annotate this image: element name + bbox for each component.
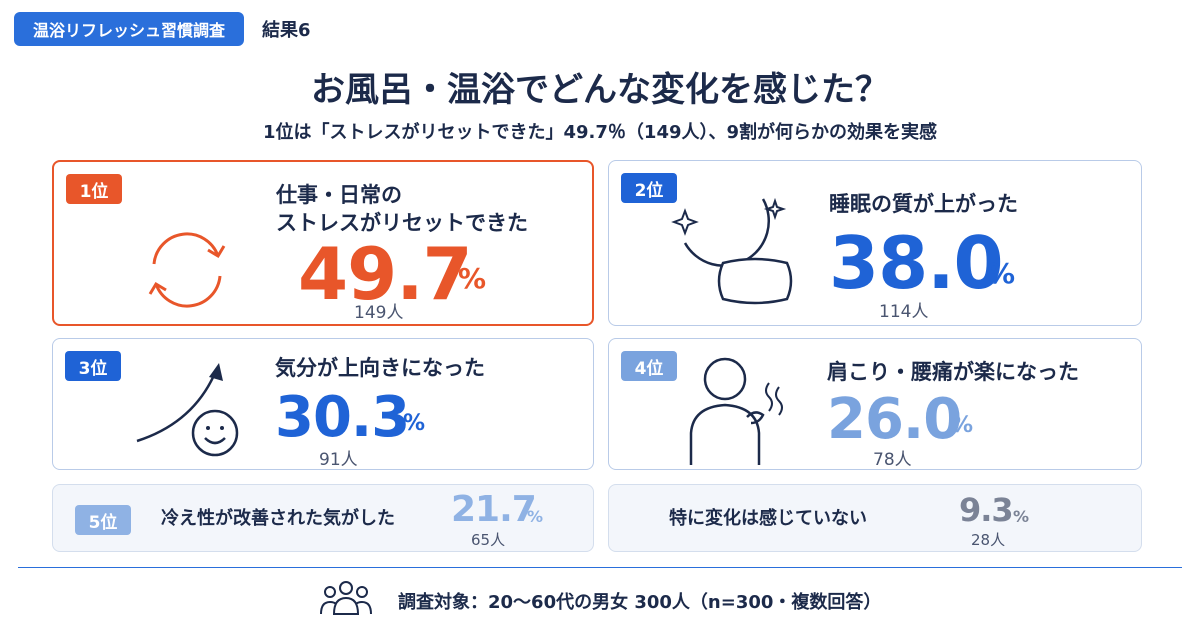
result-percent-sign: % <box>987 257 1016 290</box>
result-value: 9.3 <box>959 491 1014 529</box>
result-count: 114人 <box>879 302 929 322</box>
refresh-cycle-icon <box>148 232 226 308</box>
result-card-no-change: 特に変化は感じていない 9.3 % 28人 <box>608 484 1142 552</box>
result-label-line1: 肩こり・腰痛が楽になった <box>827 360 1079 384</box>
result-value: 38.0 <box>829 221 1004 305</box>
survey-tag: 温浴リフレッシュ習慣調査 <box>14 12 244 46</box>
result-count: 91人 <box>319 450 358 470</box>
result-count: 78人 <box>873 450 912 470</box>
result-card-rank-5: 5位 冷え性が改善された気がした 21.7 % 65人 <box>52 484 594 552</box>
result-percent-sign: % <box>951 413 974 438</box>
rising-arrow-smile-icon <box>136 363 239 457</box>
survey-footnote: 調査対象：20～60代の男女 300人（n=300・複数回答） <box>398 592 882 613</box>
result-number: 結果6 <box>262 20 311 41</box>
result-label-line1: 睡眠の質が上がった <box>829 192 1018 216</box>
moon-pillow-icon <box>671 197 793 305</box>
result-label-line1: 特に変化は感じていない <box>669 508 867 529</box>
result-percent-sign: % <box>527 507 544 526</box>
result-count: 65人 <box>471 531 506 549</box>
people-group-icon <box>320 581 372 615</box>
rank-badge: 2位 <box>621 173 677 203</box>
result-label-line1: 気分が上向きになった <box>275 356 485 380</box>
rank-badge: 3位 <box>65 351 121 381</box>
result-card-rank-1: 1位 仕事・日常の ストレスがリセットできた 49.7 % 149人 <box>52 160 594 326</box>
rank-badge: 5位 <box>75 505 131 535</box>
result-card-rank-4: 4位 肩こり・腰痛が楽になった 26.0 % 78人 <box>608 338 1142 470</box>
result-label-line1: 仕事・日常の <box>276 183 402 207</box>
result-value: 30.3 <box>275 385 410 450</box>
result-percent-sign: % <box>1013 507 1030 526</box>
page-title: お風呂・温浴でどんな変化を感じた？ <box>311 70 889 110</box>
footer-divider <box>18 567 1182 568</box>
result-value: 26.0 <box>827 387 962 452</box>
result-count: 28人 <box>971 531 1006 549</box>
rank-badge: 1位 <box>66 174 122 204</box>
result-label-line1: 冷え性が改善された気がした <box>161 508 395 529</box>
result-value: 21.7 <box>451 489 537 530</box>
result-card-rank-2: 2位 睡眠の質が上がった 38.0 % 114人 <box>608 160 1142 326</box>
result-label-line2: ストレスがリセットできた <box>276 211 528 235</box>
result-value: 49.7 <box>298 232 473 316</box>
result-count: 149人 <box>354 303 404 323</box>
rank-badge: 4位 <box>621 351 677 381</box>
result-card-rank-3: 3位 気分が上向きになった 30.3 % 91人 <box>52 338 594 470</box>
result-percent-sign: % <box>403 411 426 436</box>
result-percent-sign: % <box>458 262 487 295</box>
shoulder-person-icon <box>689 357 783 465</box>
page-subtitle: 1位は「ストレスがリセットできた」49.7％（149人）、9割が何らかの効果を実… <box>262 122 938 143</box>
